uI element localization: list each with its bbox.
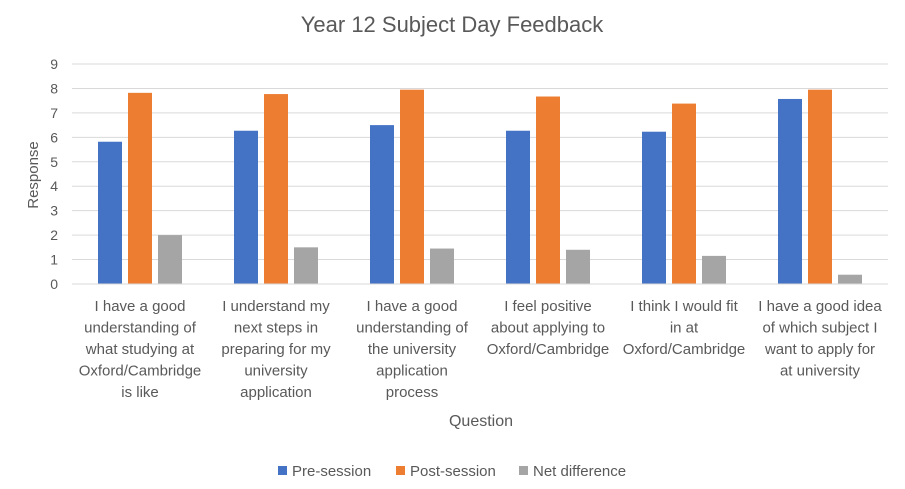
x-tick-label: I understand my next steps in preparing fo… <box>221 298 331 401</box>
bar-net-difference <box>294 247 318 284</box>
bar-net-difference <box>430 248 454 284</box>
y-axis-ticks: 0 1 2 3 4 5 6 7 8 9 <box>50 56 58 292</box>
x-tick-label-line: in at <box>670 320 699 337</box>
x-tick-label-line: application <box>376 363 448 380</box>
bar-pre-session <box>778 98 802 284</box>
x-tick-label-line: application <box>240 384 312 401</box>
bar-post-session <box>128 92 152 284</box>
bar-pre-session <box>234 130 258 284</box>
x-tick-label-line: understanding of <box>84 320 197 337</box>
legend-swatch <box>278 466 287 475</box>
x-tick-label-line: understanding of <box>356 320 469 337</box>
x-tick-label-line: about applying to <box>491 320 605 337</box>
bar-net-difference <box>158 235 182 284</box>
x-tick-label-line: of which subject I <box>762 320 877 337</box>
legend: Pre-session Post-session Net difference <box>278 463 626 480</box>
bar-pre-session <box>506 130 530 284</box>
bars <box>98 89 862 285</box>
legend-label: Pre-session <box>292 463 371 480</box>
bar-net-difference <box>838 274 862 284</box>
bar-post-session <box>808 89 832 285</box>
x-tick-label-line: I think I would fit <box>630 298 738 315</box>
x-tick-label-line: want to apply for <box>764 341 875 358</box>
legend-swatch <box>519 466 528 475</box>
y-tick-label: 3 <box>50 203 58 219</box>
bar-net-difference <box>702 255 726 284</box>
y-tick-label: 9 <box>50 56 58 72</box>
y-tick-label: 8 <box>50 80 58 96</box>
bar-pre-session <box>370 125 394 284</box>
x-tick-label-line: Oxford/Cambridge <box>487 341 610 358</box>
legend-swatch <box>396 466 405 475</box>
x-tick-label-line: I have a good idea <box>758 298 882 315</box>
x-tick-label: I have a good understanding of what studyi… <box>79 298 202 401</box>
y-tick-label: 6 <box>50 129 58 145</box>
x-axis-tick-labels: I have a good understanding of what studyi… <box>79 298 883 401</box>
legend-label: Net difference <box>533 463 626 480</box>
x-tick-label-line: Oxford/Cambridge <box>79 363 202 380</box>
y-tick-label: 7 <box>50 105 58 121</box>
x-tick-label-line: next steps in <box>234 320 318 337</box>
gridlines <box>72 63 888 261</box>
x-tick-label-line: preparing for my <box>221 341 331 358</box>
bar-net-difference <box>566 249 590 284</box>
x-tick-label-line: Oxford/Cambridge <box>623 341 746 358</box>
x-tick-label-line: process <box>386 384 439 401</box>
y-tick-label: 2 <box>50 227 58 243</box>
x-tick-label-line: at university <box>780 363 861 380</box>
y-tick-label: 1 <box>50 252 58 268</box>
x-tick-label-line: the university <box>368 341 457 358</box>
y-axis-label: Response <box>25 141 42 209</box>
bar-post-session <box>536 96 560 284</box>
x-tick-label-line: I have a good <box>95 298 186 315</box>
bar-post-session <box>264 94 288 284</box>
x-tick-label: I feel positive about applying to Oxford/C… <box>487 298 610 358</box>
y-tick-label: 4 <box>50 178 58 194</box>
y-tick-label: 0 <box>50 276 58 292</box>
x-tick-label: I think I would fit in at Oxford/Cambridge <box>623 298 746 358</box>
legend-label: Post-session <box>410 463 496 480</box>
x-tick-label-line: I have a good <box>367 298 458 315</box>
x-tick-label-line: is like <box>121 384 159 401</box>
bar-pre-session <box>98 141 122 284</box>
bar-post-session <box>672 103 696 284</box>
x-tick-label: I have a good idea of which subject I want… <box>758 298 882 380</box>
x-tick-label-line: I feel positive <box>504 298 592 315</box>
bar-pre-session <box>642 131 666 284</box>
y-tick-label: 5 <box>50 154 58 170</box>
x-axis-label: Question <box>449 413 513 430</box>
chart-title: Year 12 Subject Day Feedback <box>301 12 604 37</box>
x-tick-label: I have a good understanding of the univers… <box>356 298 469 401</box>
x-tick-label-line: what studying at <box>85 341 195 358</box>
bar-post-session <box>400 89 424 285</box>
x-tick-label-line: I understand my <box>222 298 330 315</box>
x-tick-label-line: university <box>244 363 308 380</box>
